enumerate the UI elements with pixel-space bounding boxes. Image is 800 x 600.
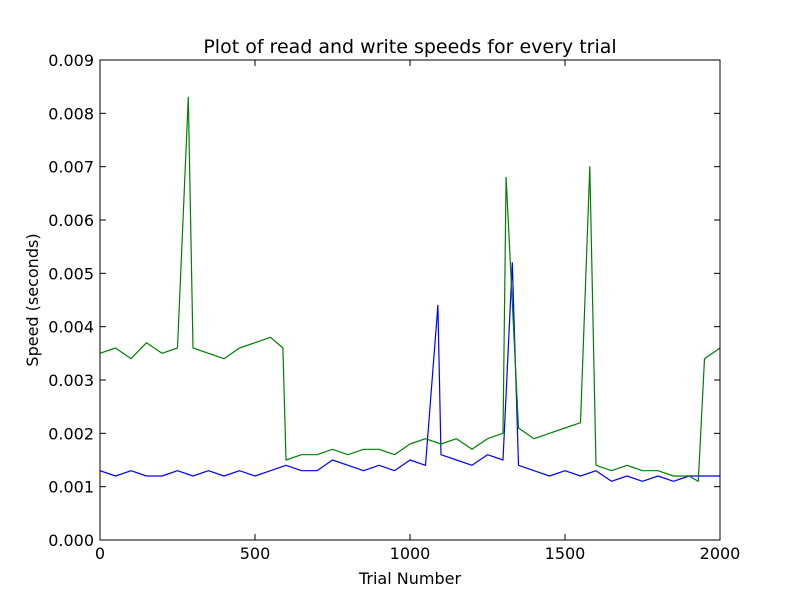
x-tick-label: 0	[95, 544, 105, 563]
y-axis-label: Speed (seconds)	[23, 233, 42, 366]
plot-lines	[99, 96, 721, 482]
x-tick-label: 2000	[700, 544, 741, 563]
x-tick-label: 1000	[390, 544, 431, 563]
y-tick-label: 0.002	[48, 424, 94, 443]
y-tick-label: 0.007	[48, 158, 94, 177]
y-tick-label: 0.006	[48, 211, 94, 230]
x-tick-label: 1500	[545, 544, 586, 563]
chart-title: Plot of read and write speeds for every …	[203, 36, 616, 58]
y-axis-ticks: 0.000 0.001 0.002 0.003 0.004 0.005 0.006 0.007…	[48, 51, 720, 550]
y-tick-label: 0.003	[48, 371, 94, 390]
y-tick-label: 0.001	[48, 478, 94, 497]
y-tick-label: 0.004	[48, 318, 94, 337]
series-line-1	[99, 262, 720, 482]
y-tick-label: 0.005	[48, 264, 94, 283]
x-axis-ticks: 0 500 1000 1500 2000	[95, 60, 740, 563]
plot-frame	[99, 59, 721, 541]
y-tick-label: 0.008	[48, 104, 94, 123]
x-axis-label: Trial Number	[358, 569, 461, 588]
y-tick-label: 0.000	[48, 531, 94, 550]
series-line-2	[99, 96, 721, 482]
x-tick-label: 500	[240, 544, 271, 563]
y-tick-label: 0.009	[48, 51, 94, 70]
